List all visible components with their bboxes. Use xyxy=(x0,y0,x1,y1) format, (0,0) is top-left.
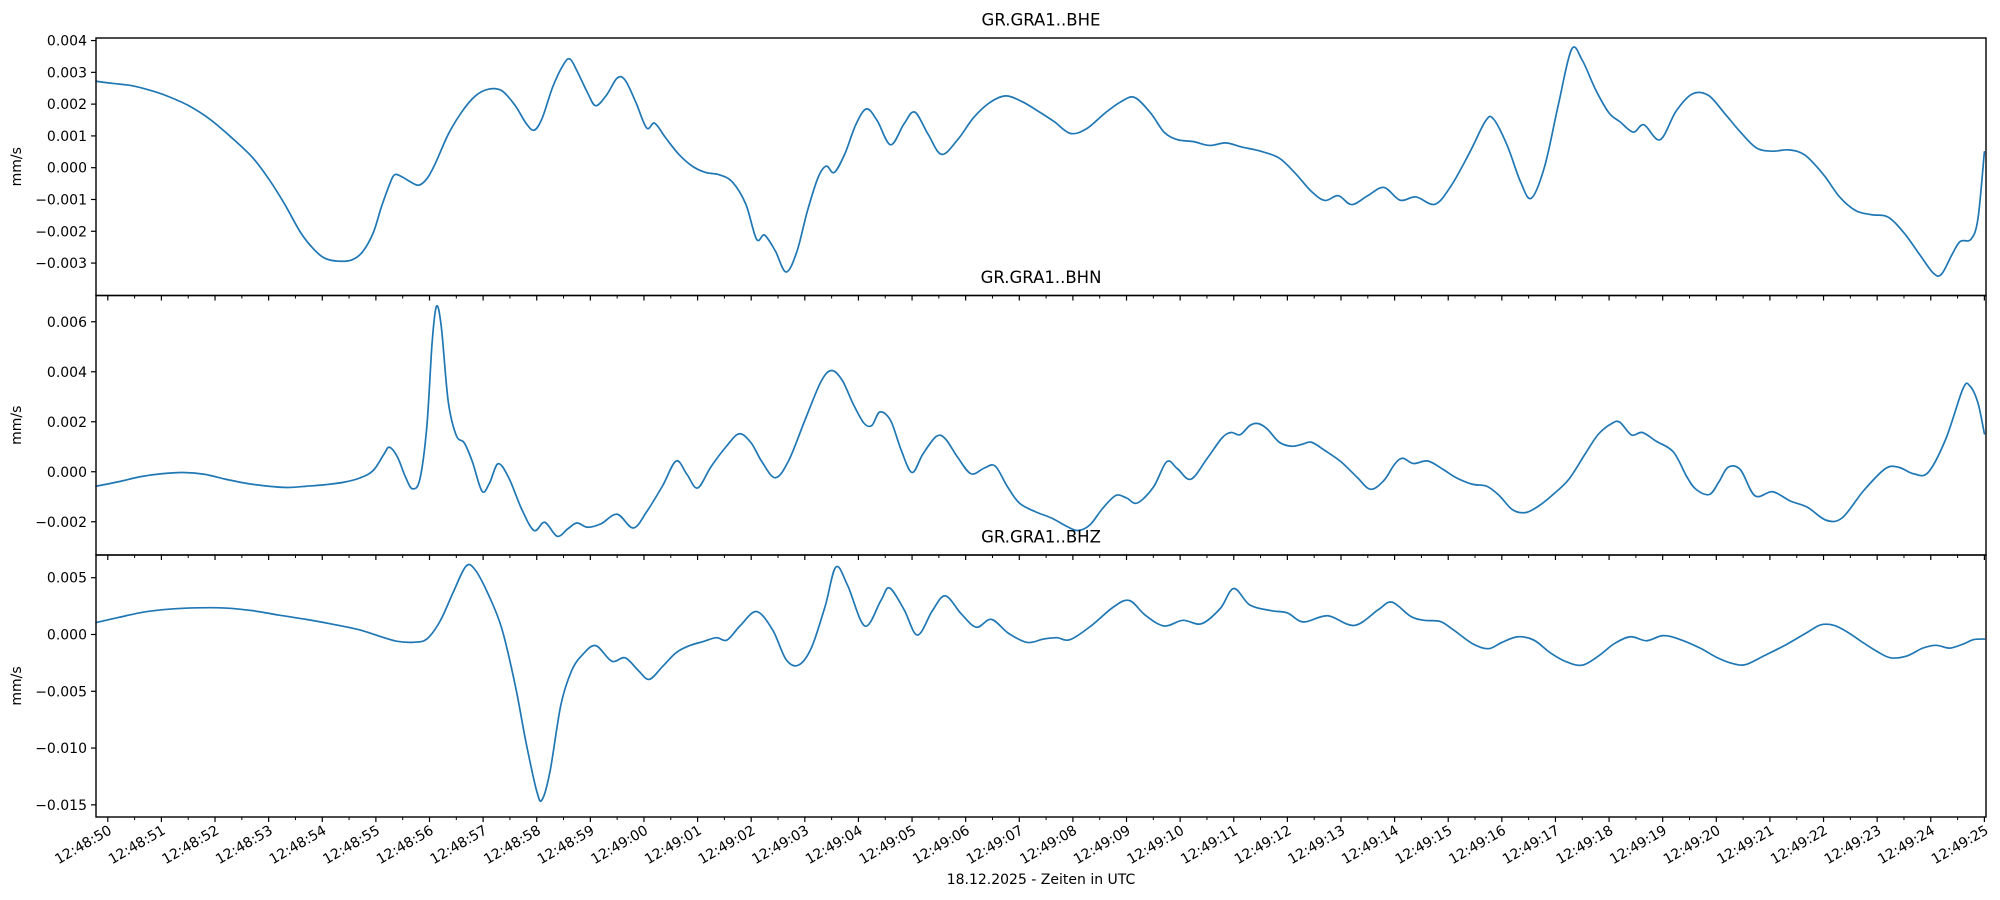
trace-bhn xyxy=(95,304,1986,538)
y-tick-label-bhn: 0.006 xyxy=(47,315,87,331)
y-tick-label-bhz: −0.010 xyxy=(35,741,87,757)
trace-bhz xyxy=(95,563,1986,803)
y-tick-label-bhz: 0.005 xyxy=(47,571,87,587)
y-tick-label-bhe: 0.004 xyxy=(47,34,87,50)
y-tick-label-bhe: 0.002 xyxy=(47,97,87,113)
y-tick-label-bhe: 0.003 xyxy=(47,65,87,81)
y-tick-label-bhn: 0.002 xyxy=(47,415,87,431)
y-tick-label-bhe: 0.001 xyxy=(47,129,87,145)
subplot-title-bhz: GR.GRA1..BHZ xyxy=(981,528,1101,547)
y-tick-label-bhe: −0.003 xyxy=(35,256,87,272)
y-tick-label-bhn: 0.004 xyxy=(47,365,87,381)
axes-frame-bhz xyxy=(95,554,1987,818)
y-axis-label-bhz: mm/s xyxy=(9,666,25,705)
y-tick-label-bhe: 0.000 xyxy=(47,161,87,177)
subplot-title-bhe: GR.GRA1..BHE xyxy=(982,11,1101,30)
y-tick-label-bhn: 0.000 xyxy=(47,465,87,481)
y-tick-label-bhz: −0.005 xyxy=(35,684,87,700)
trace-bhe xyxy=(95,46,1986,277)
y-axis-label-bhn: mm/s xyxy=(9,406,25,445)
y-tick-label-bhz: −0.015 xyxy=(35,798,87,814)
subplot-title-bhn: GR.GRA1..BHN xyxy=(981,268,1102,287)
y-tick-label-bhe: −0.001 xyxy=(35,192,87,208)
y-tick-label-bhn: −0.002 xyxy=(35,515,87,531)
y-tick-label-bhz: 0.000 xyxy=(47,627,87,643)
y-axis-label-bhe: mm/s xyxy=(9,147,25,186)
x-axis-label: 18.12.2025 - Zeiten in UTC xyxy=(947,872,1136,888)
y-tick-label-bhe: −0.002 xyxy=(35,224,87,240)
